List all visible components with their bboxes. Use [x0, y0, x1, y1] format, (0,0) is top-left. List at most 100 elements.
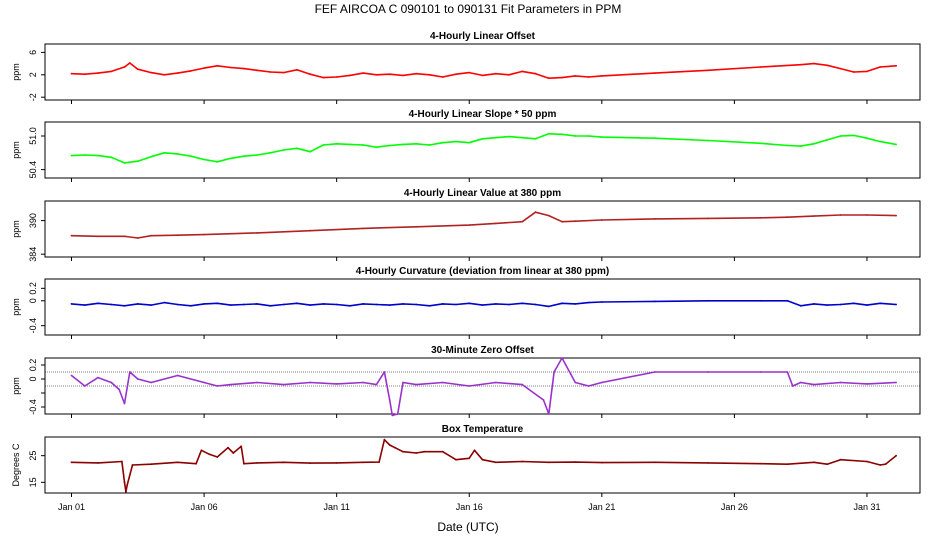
x-tick-label: Jan 26 [721, 502, 748, 512]
y-tick-label: 0 [28, 376, 38, 381]
data-point [760, 216, 762, 219]
plot-frame [44, 278, 921, 336]
data-point [707, 371, 709, 373]
data-point [895, 214, 897, 217]
data-point [494, 136, 497, 139]
data-point [216, 385, 219, 387]
data-point [895, 381, 897, 384]
data-point [362, 227, 365, 230]
data-point [176, 72, 179, 74]
data-point [335, 76, 338, 78]
data-point [391, 414, 394, 417]
data-point [110, 156, 113, 159]
data-point [653, 72, 656, 74]
data-point [600, 136, 603, 139]
data-point [388, 399, 391, 401]
data-point [879, 464, 882, 466]
x-axis-label: Date (UTC) [437, 520, 498, 534]
data-point [256, 232, 258, 234]
data-point [375, 146, 378, 149]
data-point [136, 160, 139, 163]
data-point [136, 237, 139, 239]
data-point [150, 234, 153, 237]
data-point [189, 304, 192, 307]
data-point [396, 413, 399, 415]
data-point [309, 229, 312, 232]
data-point [852, 302, 855, 305]
y-tick-label: 51.0 [28, 127, 38, 145]
data-point [208, 453, 211, 456]
data-point [243, 155, 245, 158]
data-point [468, 71, 471, 74]
data-point [128, 62, 131, 64]
panel-title: 30-Minute Zero Offset [431, 345, 534, 356]
data-point [799, 145, 802, 148]
data-point [799, 381, 802, 384]
data-point [70, 374, 73, 377]
data-point [349, 143, 351, 146]
data-point [131, 464, 134, 466]
data-point [123, 235, 126, 238]
data-point [322, 144, 325, 146]
data-point [269, 151, 272, 154]
data-point [653, 218, 656, 220]
data-point [282, 383, 285, 386]
data-point [441, 450, 444, 453]
data-point [441, 381, 444, 384]
series-line [71, 438, 897, 493]
data-point [884, 463, 887, 466]
data-point [574, 303, 577, 305]
data-point [309, 150, 312, 153]
data-point [574, 135, 577, 137]
y-tick-label: 384 [28, 247, 38, 262]
panel-5: 30-Minute Zero Offset -0.4 0 0.2 ppm [11, 345, 921, 418]
data-point [468, 457, 471, 460]
plot-frame [44, 436, 921, 494]
data-point [150, 155, 153, 158]
y-tick-label: 50.4 [28, 161, 38, 179]
data-point [895, 143, 897, 146]
data-point [839, 381, 842, 384]
data-point [521, 220, 524, 223]
data-point [216, 302, 219, 305]
data-point [269, 304, 272, 307]
data-point [508, 303, 510, 306]
data-point [791, 385, 794, 387]
series-line [71, 299, 897, 308]
data-point [494, 222, 497, 225]
data-point [362, 72, 365, 74]
data-point [362, 144, 365, 146]
data-point [455, 73, 457, 76]
data-point [813, 383, 815, 386]
data-point [587, 76, 590, 78]
data-point [309, 304, 312, 306]
data-point [895, 303, 897, 306]
data-point [216, 160, 219, 163]
data-point [402, 450, 404, 453]
data-point [335, 383, 338, 385]
data-point [415, 142, 418, 145]
data-point [587, 385, 590, 387]
data-point [203, 158, 206, 161]
data-point [240, 445, 243, 448]
panel-3: 4-Hourly Linear Value at 380 ppm 384 390 pp… [11, 188, 921, 262]
data-point [97, 376, 99, 379]
data-point [70, 154, 73, 157]
data-point [282, 149, 285, 151]
data-point [839, 303, 842, 306]
data-point [136, 378, 139, 380]
y-tick-label: 6 [28, 50, 38, 55]
data-point [561, 133, 563, 136]
data-point [879, 66, 882, 68]
data-point [561, 357, 563, 359]
data-point [402, 74, 404, 77]
data-point [574, 461, 577, 463]
data-point [123, 162, 126, 164]
data-point [229, 157, 232, 160]
data-point [587, 135, 590, 137]
data-point [243, 67, 245, 70]
data-point [547, 77, 550, 80]
data-point [97, 154, 99, 157]
data-point [349, 304, 351, 307]
